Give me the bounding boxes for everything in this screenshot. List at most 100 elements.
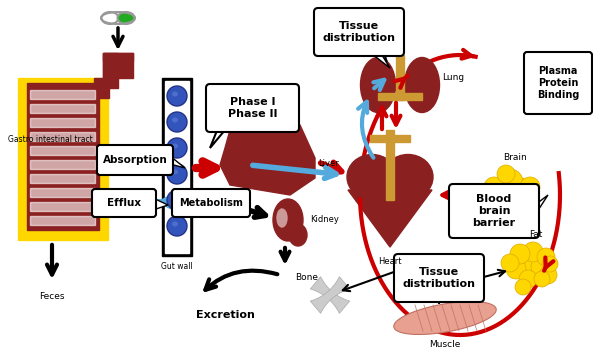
Polygon shape bbox=[210, 128, 225, 148]
Ellipse shape bbox=[361, 58, 396, 113]
Bar bbox=[30, 174, 95, 183]
Polygon shape bbox=[348, 190, 432, 247]
Polygon shape bbox=[394, 302, 496, 334]
Bar bbox=[103, 53, 133, 78]
Ellipse shape bbox=[172, 118, 178, 122]
Text: Bone: Bone bbox=[295, 274, 318, 282]
Circle shape bbox=[502, 200, 522, 220]
Ellipse shape bbox=[289, 224, 307, 246]
Polygon shape bbox=[535, 195, 548, 215]
Polygon shape bbox=[310, 277, 350, 313]
Circle shape bbox=[506, 259, 526, 279]
Bar bbox=[30, 132, 95, 141]
Polygon shape bbox=[220, 125, 315, 195]
Bar bbox=[162, 78, 192, 256]
Bar bbox=[103, 53, 133, 61]
Circle shape bbox=[497, 169, 523, 195]
Ellipse shape bbox=[172, 195, 178, 201]
Circle shape bbox=[167, 86, 187, 106]
Ellipse shape bbox=[117, 12, 135, 24]
Bar bbox=[30, 146, 95, 155]
Polygon shape bbox=[153, 198, 168, 210]
Text: Metabolism: Metabolism bbox=[179, 198, 243, 208]
Text: Fat: Fat bbox=[530, 230, 543, 239]
Ellipse shape bbox=[277, 209, 287, 227]
FancyBboxPatch shape bbox=[314, 8, 404, 56]
FancyBboxPatch shape bbox=[524, 52, 592, 114]
Text: Tissue
distribution: Tissue distribution bbox=[323, 21, 396, 43]
FancyBboxPatch shape bbox=[92, 189, 156, 217]
Circle shape bbox=[490, 192, 510, 212]
Bar bbox=[30, 104, 95, 113]
FancyBboxPatch shape bbox=[206, 84, 299, 132]
Circle shape bbox=[520, 177, 540, 197]
FancyBboxPatch shape bbox=[97, 145, 173, 175]
Circle shape bbox=[484, 177, 504, 197]
Circle shape bbox=[167, 138, 187, 158]
Ellipse shape bbox=[172, 169, 178, 174]
Circle shape bbox=[510, 244, 530, 264]
Text: Gastro intestinal tract: Gastro intestinal tract bbox=[8, 135, 93, 144]
Ellipse shape bbox=[273, 199, 303, 241]
Ellipse shape bbox=[172, 92, 178, 97]
Circle shape bbox=[497, 165, 515, 183]
Polygon shape bbox=[372, 52, 390, 68]
Circle shape bbox=[167, 164, 187, 184]
Circle shape bbox=[519, 270, 537, 288]
Text: Absorption: Absorption bbox=[103, 155, 167, 165]
Circle shape bbox=[167, 190, 187, 210]
Text: Lung: Lung bbox=[442, 72, 464, 81]
Bar bbox=[370, 135, 410, 142]
Ellipse shape bbox=[101, 12, 119, 24]
Bar bbox=[30, 216, 95, 225]
Text: Liver: Liver bbox=[318, 159, 339, 168]
Bar bbox=[94, 78, 109, 98]
Ellipse shape bbox=[404, 58, 439, 113]
Text: Excretion: Excretion bbox=[196, 310, 254, 320]
Circle shape bbox=[537, 248, 555, 266]
Bar bbox=[30, 90, 95, 99]
Circle shape bbox=[491, 178, 519, 206]
Bar bbox=[30, 188, 95, 197]
Ellipse shape bbox=[383, 155, 433, 199]
Polygon shape bbox=[170, 156, 185, 168]
Bar bbox=[378, 93, 422, 100]
Circle shape bbox=[515, 192, 535, 212]
Circle shape bbox=[542, 256, 558, 272]
Circle shape bbox=[523, 242, 543, 262]
FancyBboxPatch shape bbox=[449, 184, 539, 238]
Circle shape bbox=[506, 178, 534, 206]
Bar bbox=[386, 130, 394, 200]
Text: Kidney: Kidney bbox=[310, 215, 339, 224]
Circle shape bbox=[516, 253, 540, 277]
Text: Tissue
distribution: Tissue distribution bbox=[403, 267, 476, 289]
Bar bbox=[18, 78, 108, 240]
Bar bbox=[27, 83, 99, 230]
Circle shape bbox=[519, 191, 537, 209]
Bar bbox=[30, 118, 95, 127]
Bar bbox=[30, 160, 95, 169]
Circle shape bbox=[167, 216, 187, 236]
Ellipse shape bbox=[172, 143, 178, 148]
Text: Phase I
Phase II: Phase I Phase II bbox=[228, 97, 278, 119]
Ellipse shape bbox=[347, 155, 397, 199]
FancyBboxPatch shape bbox=[394, 254, 484, 302]
Text: Brain: Brain bbox=[503, 153, 527, 162]
Circle shape bbox=[501, 254, 519, 272]
Text: Heart: Heart bbox=[378, 257, 401, 266]
Circle shape bbox=[531, 256, 553, 278]
Bar bbox=[396, 55, 404, 100]
FancyBboxPatch shape bbox=[172, 189, 250, 217]
Circle shape bbox=[534, 271, 550, 287]
Text: Efflux: Efflux bbox=[107, 198, 141, 208]
Text: Feces: Feces bbox=[39, 292, 65, 301]
Text: Gut wall: Gut wall bbox=[161, 262, 193, 271]
Text: Plasma
Protein
Binding: Plasma Protein Binding bbox=[537, 66, 579, 100]
Bar bbox=[30, 202, 95, 211]
Circle shape bbox=[539, 266, 557, 284]
Bar bbox=[165, 81, 189, 253]
Bar bbox=[103, 53, 118, 88]
Text: Blood
brain
barrier: Blood brain barrier bbox=[473, 194, 515, 228]
Polygon shape bbox=[310, 277, 350, 313]
Circle shape bbox=[515, 279, 531, 295]
